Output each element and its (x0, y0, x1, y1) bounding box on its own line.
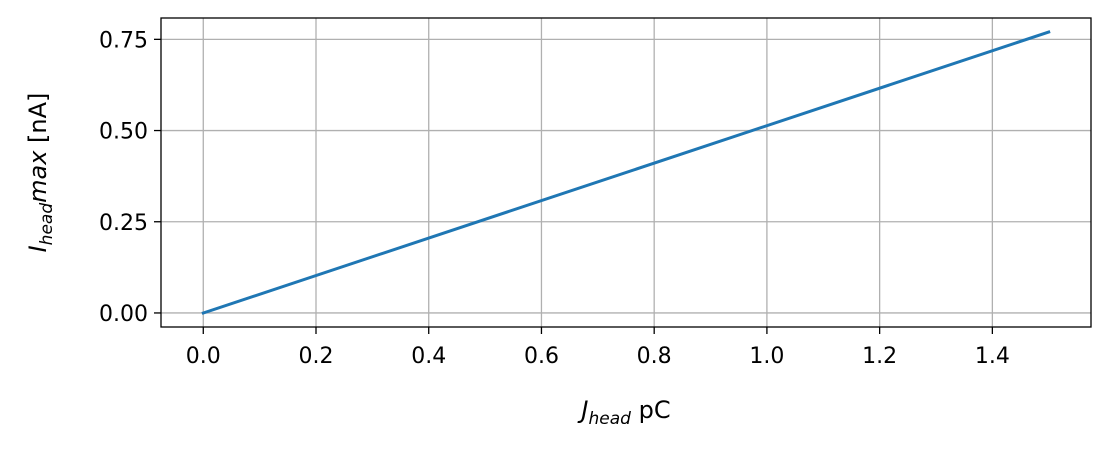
series-line (201, 30, 1051, 315)
x-axis-label: Jhead pC (577, 396, 670, 429)
x-tick-label: 1.0 (749, 344, 784, 369)
x-axis-label-unit: pC (631, 396, 671, 424)
y-tick-label: 0.50 (99, 120, 148, 145)
y-axis-label-sub: head (37, 203, 57, 246)
x-tick-label: 0.8 (637, 344, 672, 369)
y-tick-label: 0.75 (99, 28, 148, 53)
x-tick-label: 0.4 (411, 344, 446, 369)
y-tick-label: 0.00 (99, 302, 148, 327)
y-axis-label-main: I (24, 245, 52, 252)
x-tick-label: 0.2 (299, 344, 334, 369)
plot-frame (160, 17, 1092, 328)
x-axis-label-sub: head (589, 409, 632, 429)
ticks: 0.0 0.2 0.4 0.6 0.8 1.0 1.2 1.4 0.00 0.25 0.50 0.75 (99, 28, 1010, 369)
x-tick-label: 0.6 (524, 344, 559, 369)
x-tick-label: 1.4 (975, 344, 1010, 369)
y-axis-label-unit: [nA] (24, 93, 52, 151)
y-tick-label: 0.25 (99, 211, 148, 236)
grid (161, 18, 1091, 327)
y-axis-label-suffix: max (24, 150, 52, 203)
series-layer (201, 30, 1051, 315)
x-tick-label: 1.2 (862, 344, 897, 369)
y-axis-label: Iheadmax [nA] (24, 93, 57, 253)
x-tick-label: 0.0 (186, 344, 221, 369)
x-axis-label-main: J (577, 396, 588, 424)
